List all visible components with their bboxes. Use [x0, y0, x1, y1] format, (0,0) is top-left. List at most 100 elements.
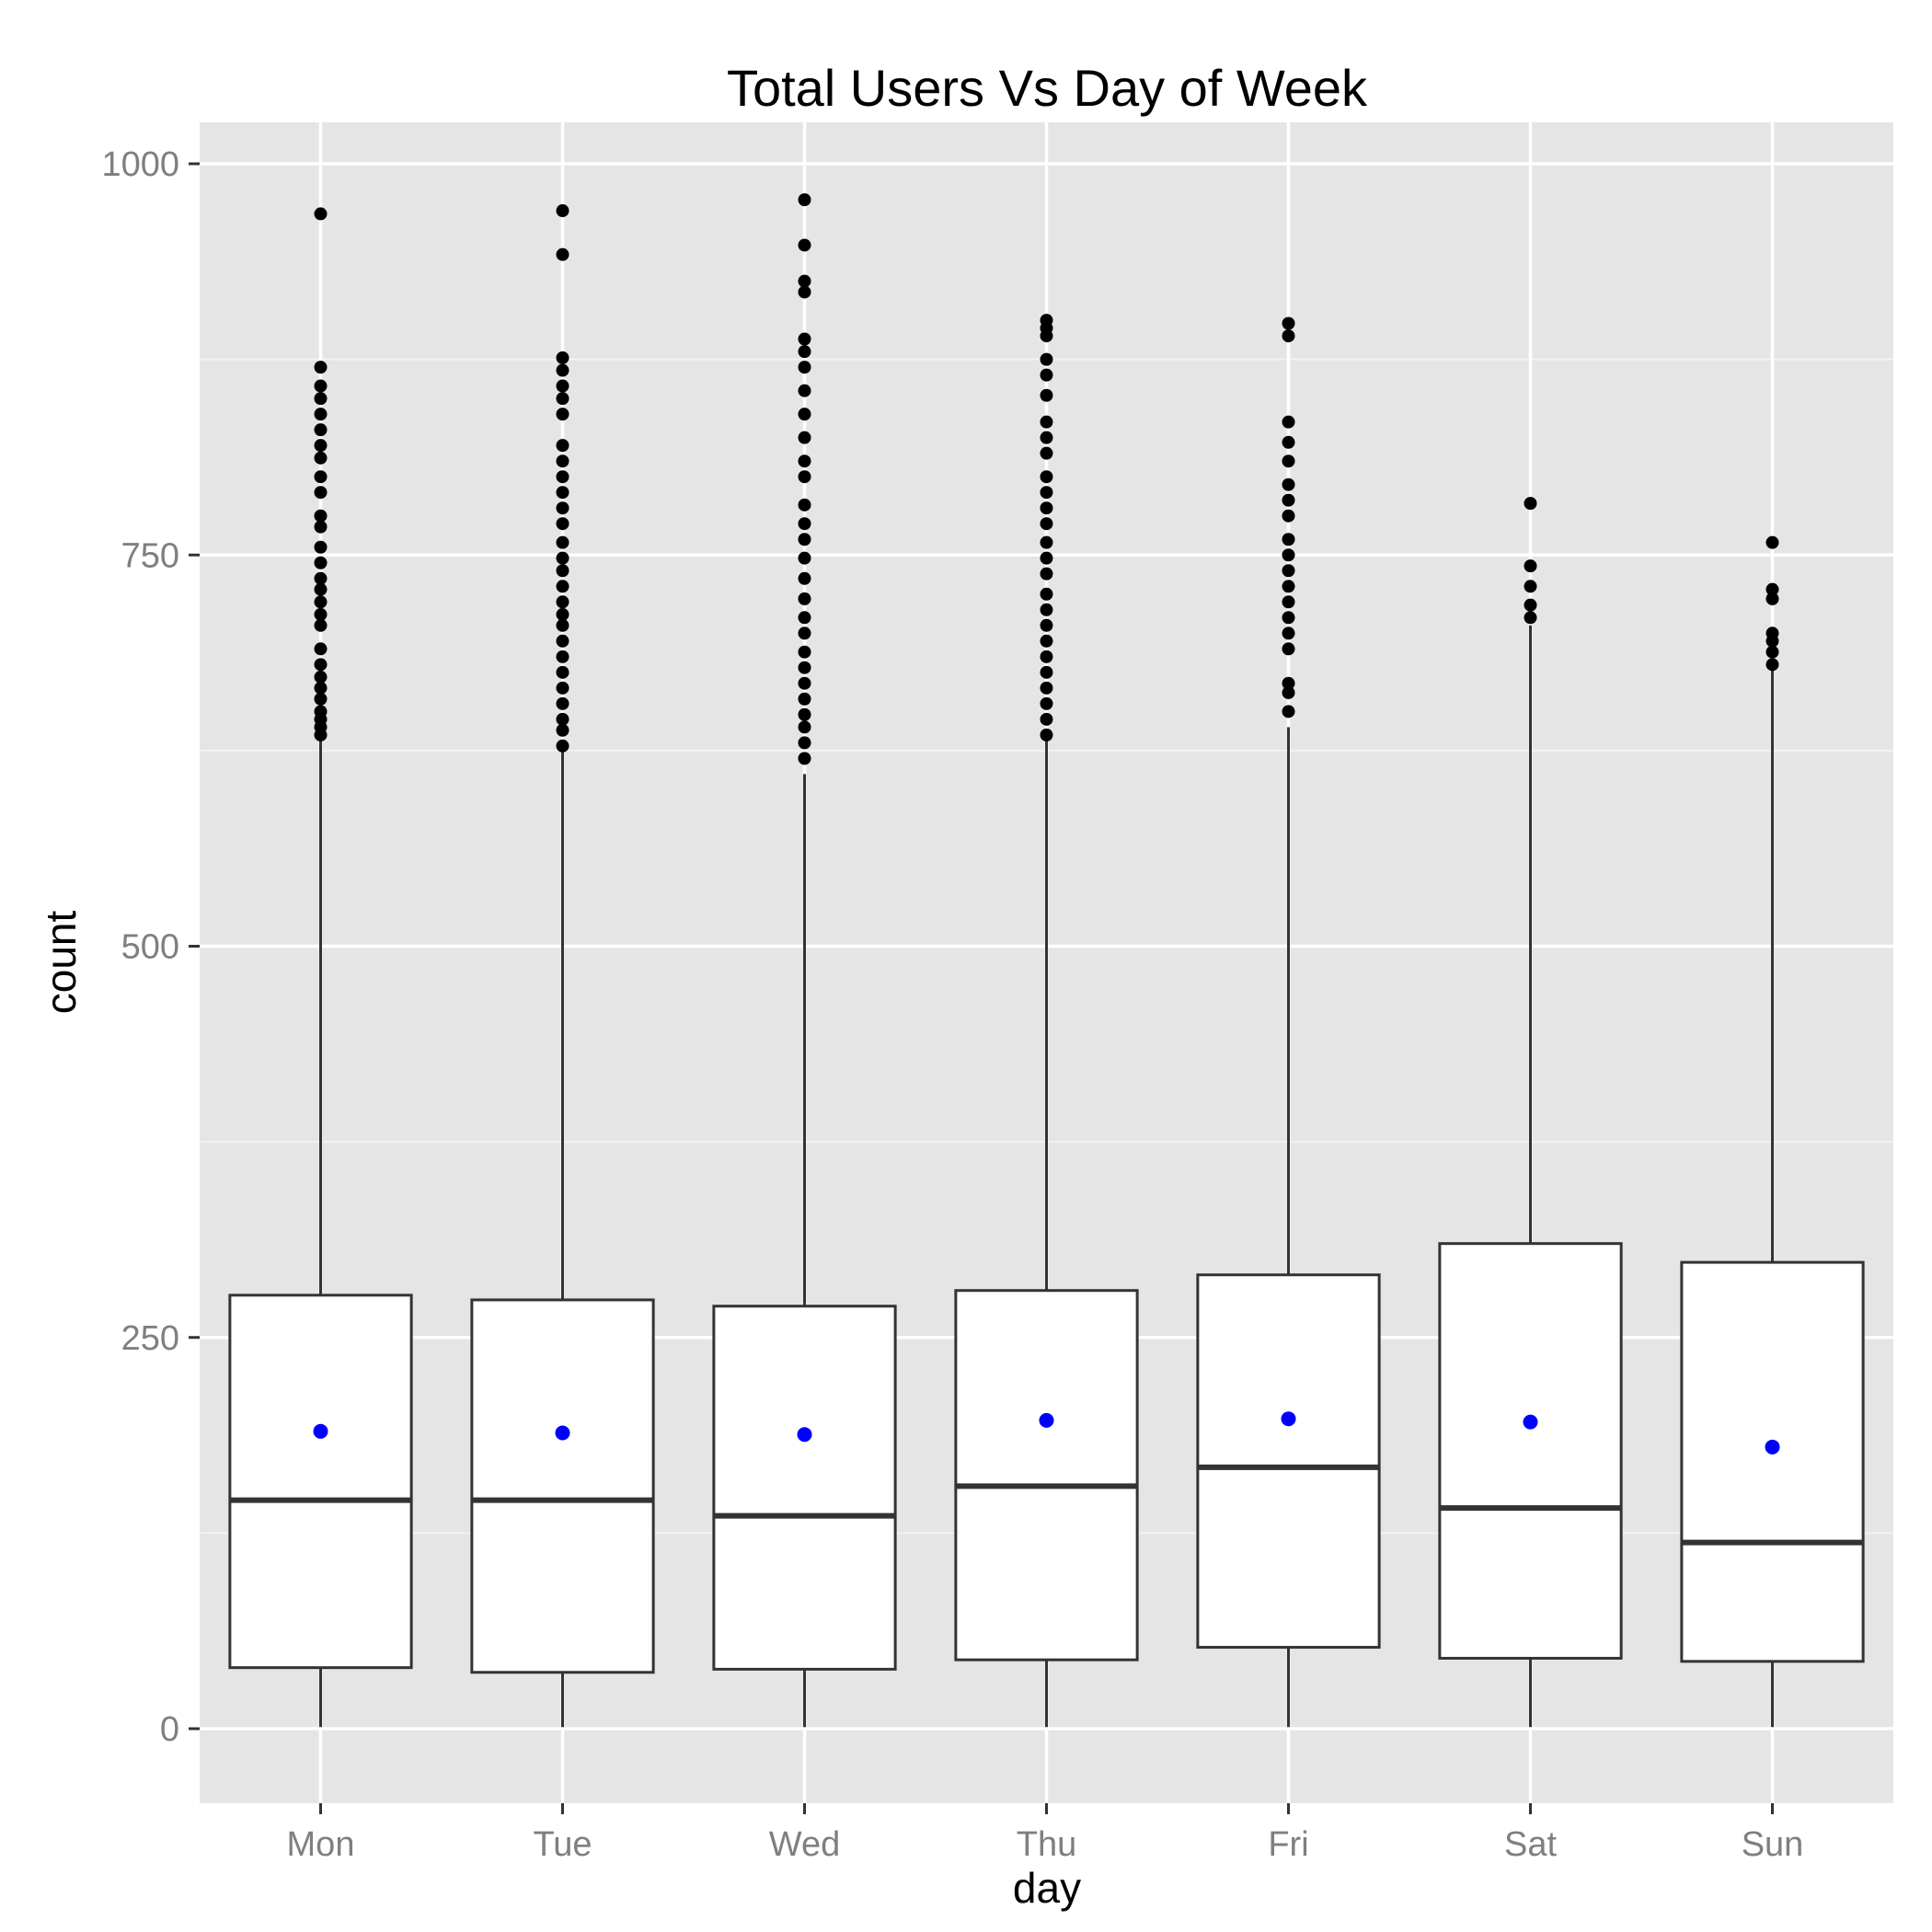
box-sun	[1680, 535, 1865, 1728]
outlier-point	[1765, 645, 1779, 659]
outlier-point	[1282, 316, 1295, 330]
outlier-point	[798, 517, 811, 531]
outlier-point	[1282, 685, 1295, 699]
mean-point	[1523, 1414, 1538, 1430]
outlier-point	[798, 332, 811, 346]
outlier-point	[1282, 493, 1295, 507]
outlier-point	[798, 551, 811, 565]
y-tick-label: 750	[121, 536, 179, 575]
outlier-point	[314, 207, 328, 221]
outlier-point	[1765, 535, 1779, 549]
box-series	[228, 193, 1865, 1728]
outlier-point	[798, 720, 811, 734]
outlier-point	[556, 580, 569, 593]
outlier-point	[1282, 533, 1295, 546]
outlier-point	[314, 439, 328, 453]
outlier-point	[1040, 446, 1053, 460]
outlier-point	[314, 642, 328, 656]
outlier-point	[556, 247, 569, 261]
outlier-point	[556, 363, 569, 377]
outlier-point	[556, 564, 569, 578]
iqr-box	[470, 1298, 655, 1674]
outlier-point	[1282, 329, 1295, 343]
outlier-point	[314, 486, 328, 500]
outlier-point	[556, 204, 569, 218]
outlier-point	[1040, 603, 1053, 616]
x-tick-label: Tue	[533, 1825, 592, 1864]
outlier-point	[556, 618, 569, 632]
outlier-point	[314, 571, 328, 585]
outlier-point	[798, 707, 811, 721]
outlier-point	[314, 607, 328, 621]
outlier-point	[1040, 535, 1053, 549]
box-fri	[1196, 316, 1381, 1728]
x-tick-label: Fri	[1268, 1825, 1308, 1864]
mean-point	[1281, 1411, 1296, 1427]
outlier-point	[798, 611, 811, 625]
outlier-point	[314, 392, 328, 406]
outlier-point	[314, 540, 328, 554]
outlier-point	[798, 676, 811, 690]
outlier-point	[314, 681, 328, 695]
outlier-point	[1765, 582, 1779, 596]
mean-point	[555, 1425, 570, 1441]
outlier-point	[798, 274, 811, 288]
outlier-point	[798, 736, 811, 750]
outlier-point	[1040, 634, 1053, 648]
outlier-point	[1040, 618, 1053, 632]
box-mon	[228, 207, 413, 1728]
outlier-point	[1040, 665, 1053, 679]
y-tick-label: 250	[121, 1319, 179, 1358]
box-wed	[712, 193, 897, 1728]
outlier-point	[314, 423, 328, 437]
y-tick-label: 1000	[101, 145, 179, 184]
box-sat	[1438, 497, 1623, 1728]
outlier-point	[798, 193, 811, 207]
outlier-point	[1765, 658, 1779, 672]
outlier-point	[798, 498, 811, 512]
x-tick-label: Thu	[1017, 1825, 1076, 1864]
outlier-point	[1524, 580, 1537, 593]
outlier-point	[314, 451, 328, 465]
iqr-box	[712, 1305, 897, 1671]
outlier-point	[314, 509, 328, 523]
outlier-point	[798, 408, 811, 421]
outlier-point	[1040, 501, 1053, 515]
outlier-point	[1282, 627, 1295, 640]
outlier-point	[314, 670, 328, 684]
outlier-point	[1282, 415, 1295, 429]
outlier-point	[1765, 627, 1779, 640]
x-tick-label: Wed	[769, 1825, 840, 1864]
box-thu	[954, 314, 1139, 1728]
outlier-point	[1040, 650, 1053, 663]
outlier-point	[1040, 728, 1053, 742]
outlier-point	[1524, 497, 1537, 511]
axes: 0 250 500 750 1000 Mon Tue Wed Thu Fri Sat Sun	[101, 145, 1803, 1864]
outlier-point	[1040, 368, 1053, 382]
outlier-point	[314, 361, 328, 374]
outlier-point	[1282, 435, 1295, 449]
outlier-point	[1282, 548, 1295, 562]
outlier-point	[1282, 676, 1295, 690]
outlier-point	[556, 392, 569, 406]
y-axis-title: count	[37, 911, 85, 1015]
outlier-point	[798, 627, 811, 640]
outlier-point	[798, 454, 811, 468]
outlier-point	[556, 351, 569, 364]
mean-point	[1765, 1439, 1780, 1455]
outlier-point	[556, 739, 569, 753]
outlier-point	[556, 454, 569, 468]
outlier-point	[556, 634, 569, 648]
outlier-point	[1282, 477, 1295, 491]
outlier-point	[798, 345, 811, 359]
outlier-point	[1040, 415, 1053, 429]
outlier-point	[314, 470, 328, 484]
outlier-point	[1040, 681, 1053, 695]
outlier-point	[798, 661, 811, 674]
outlier-point	[314, 408, 328, 421]
outlier-point	[314, 692, 328, 706]
outlier-point	[798, 431, 811, 444]
outlier-point	[1524, 598, 1537, 612]
outlier-point	[1282, 611, 1295, 625]
